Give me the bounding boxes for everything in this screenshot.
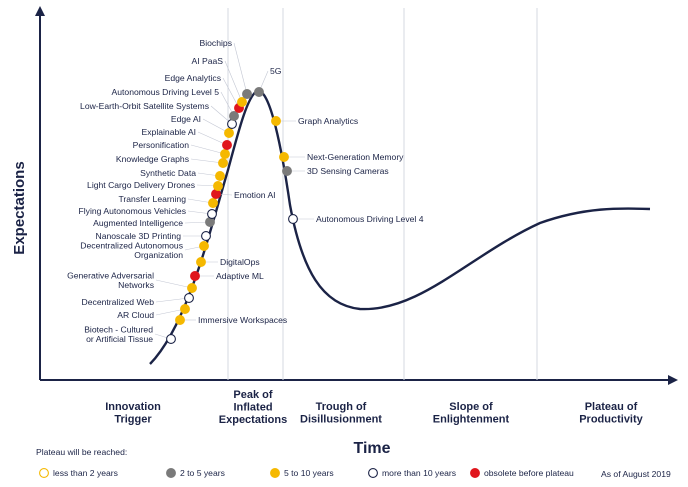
label-edge-analytics: Edge Analytics bbox=[165, 73, 221, 83]
legend-label-gt10: more than 10 years bbox=[382, 468, 456, 478]
phase-label: Trough of Disillusionment bbox=[300, 401, 382, 426]
label-nanoscale-3d-printing: Nanoscale 3D Printing bbox=[95, 231, 181, 241]
label-digitalops: DigitalOps bbox=[220, 257, 260, 267]
point-nanoscale-3d-printing bbox=[201, 231, 211, 241]
point-graph-analytics bbox=[271, 116, 281, 126]
legend-marker-lt2 bbox=[39, 468, 49, 478]
x-axis-title: Time bbox=[353, 440, 390, 457]
legend-title: Plateau will be reached: bbox=[36, 447, 127, 457]
phase-dividers bbox=[227, 8, 538, 380]
point-next-generation-memory bbox=[279, 152, 289, 162]
label-5g: 5G bbox=[270, 66, 282, 76]
point-biochips bbox=[242, 89, 252, 99]
point-adaptive-ml bbox=[190, 271, 200, 281]
label-ai-paas: AI PaaS bbox=[191, 56, 223, 66]
hype-curve bbox=[149, 89, 651, 365]
point-autonomous-driving-level-4 bbox=[288, 214, 298, 224]
point-emotion-ai bbox=[211, 189, 221, 199]
label-augmented-intelligence: Augmented Intelligence bbox=[93, 218, 183, 228]
phase-label: Innovation Trigger bbox=[105, 401, 161, 426]
point-synthetic-data bbox=[215, 171, 225, 181]
leader-decentralized-web bbox=[155, 297, 190, 303]
date-note: As of August 2019 bbox=[601, 469, 671, 479]
label-explainable-ai: Explainable AI bbox=[142, 127, 196, 137]
label-decentralized-web: Decentralized Web bbox=[82, 297, 155, 307]
point-personification bbox=[220, 149, 230, 159]
point-generative-adversarial-networks bbox=[187, 283, 197, 293]
point-decentralized-web bbox=[184, 293, 194, 303]
label-graph-analytics: Graph Analytics bbox=[298, 116, 358, 126]
technology-labels: Biotech - Cultured or Artificial Tissue I… bbox=[67, 38, 424, 344]
label-autonomous-driving-level-4: Autonomous Driving Level 4 bbox=[316, 214, 424, 224]
y-axis-arrow bbox=[35, 6, 45, 16]
label-light-cargo-delivery-drones: Light Cargo Delivery Drones bbox=[87, 180, 195, 190]
technology-points bbox=[166, 87, 298, 344]
point-knowledge-graphs bbox=[218, 158, 228, 168]
leader-edge-analytics bbox=[222, 77, 240, 109]
point-digitalops bbox=[196, 257, 206, 267]
label-knowledge-graphs: Knowledge Graphs bbox=[116, 154, 189, 164]
label-biochips: Biochips bbox=[200, 38, 232, 48]
point-ar-cloud bbox=[180, 304, 190, 314]
leader-explainable-ai bbox=[197, 131, 228, 146]
point-5g bbox=[254, 87, 264, 97]
point-transfer-learning bbox=[208, 198, 218, 208]
leader-personification bbox=[190, 144, 226, 155]
legend-label-lt2: less than 2 years bbox=[53, 468, 118, 478]
point-ai-paas bbox=[237, 97, 247, 107]
label-adaptive-ml: Adaptive ML bbox=[216, 271, 264, 281]
leader-biochips bbox=[233, 42, 248, 95]
label-immersive-workspaces: Immersive Workspaces bbox=[198, 315, 287, 325]
label-next-generation-memory: Next-Generation Memory bbox=[307, 152, 404, 162]
legend-label-5to10: 5 to 10 years bbox=[284, 468, 334, 478]
label-3d-sensing-cameras: 3D Sensing Cameras bbox=[307, 166, 389, 176]
label-generative-adversarial-networks: Generative Adversarial Networks bbox=[67, 271, 154, 291]
leader-ai-paas bbox=[224, 60, 243, 103]
label-flying-autonomous-vehicles: Flying Autonomous Vehicles bbox=[79, 206, 186, 216]
point-biotech-cultured-or-artificial-tissue bbox=[166, 334, 176, 344]
label-low-earth-orbit-satellite-systems: Low-Earth-Orbit Satellite Systems bbox=[80, 101, 209, 111]
point-autonomous-driving-level-5 bbox=[229, 111, 239, 121]
legend-marker-gt10 bbox=[368, 468, 378, 478]
point-edge-ai bbox=[224, 128, 234, 138]
point-flying-autonomous-vehicles bbox=[207, 209, 217, 219]
phase-label: Peak of Inflated Expectations bbox=[219, 389, 287, 426]
x-axis-arrow bbox=[668, 375, 678, 385]
point-decentralized-autonomous-organization bbox=[199, 241, 209, 251]
label-biotech-cultured-or-artificial-tissue: Biotech - Cultured or Artificial Tissue bbox=[84, 325, 153, 345]
label-autonomous-driving-level-5: Autonomous Driving Level 5 bbox=[112, 87, 220, 97]
legend-marker-5to10 bbox=[270, 468, 280, 478]
legend-label-obsolete: obsolete before plateau bbox=[484, 468, 574, 478]
label-decentralized-autonomous-organization: Decentralized Autonomous Organization bbox=[80, 241, 183, 261]
point-immersive-workspaces bbox=[175, 315, 185, 325]
label-edge-ai: Edge AI bbox=[171, 114, 201, 124]
phase-label: Slope of Enlightenment bbox=[433, 401, 510, 426]
legend-label-2to5: 2 to 5 years bbox=[180, 468, 225, 478]
point-3d-sensing-cameras bbox=[282, 166, 292, 176]
phase-labels: Innovation Trigger Peak of Inflated Expectat… bbox=[105, 389, 643, 426]
label-personification: Personification bbox=[133, 140, 190, 150]
label-synthetic-data: Synthetic Data bbox=[140, 168, 196, 178]
label-transfer-learning: Transfer Learning bbox=[118, 194, 186, 204]
phase-label: Plateau of Productivity bbox=[579, 401, 643, 426]
leader-knowledge-graphs bbox=[190, 158, 224, 164]
y-axis-title: Expectations bbox=[11, 161, 28, 254]
legend: less than 2 years 2 to 5 years 5 to 10 yea… bbox=[39, 468, 574, 478]
label-ar-cloud: AR Cloud bbox=[117, 310, 154, 320]
point-explainable-ai bbox=[222, 140, 232, 150]
point-low-earth-orbit-satellite-systems bbox=[227, 119, 237, 129]
legend-marker-obsolete bbox=[470, 468, 480, 478]
legend-marker-2to5 bbox=[166, 468, 176, 478]
label-emotion-ai: Emotion AI bbox=[234, 190, 276, 200]
leader-generative-adversarial-networks bbox=[155, 279, 193, 289]
point-light-cargo-delivery-drones bbox=[213, 181, 223, 191]
point-augmented-intelligence bbox=[205, 217, 215, 227]
